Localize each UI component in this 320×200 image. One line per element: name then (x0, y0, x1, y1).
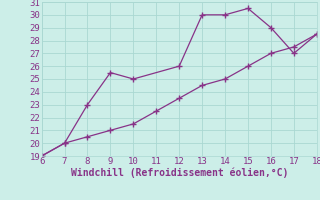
X-axis label: Windchill (Refroidissement éolien,°C): Windchill (Refroidissement éolien,°C) (70, 168, 288, 178)
